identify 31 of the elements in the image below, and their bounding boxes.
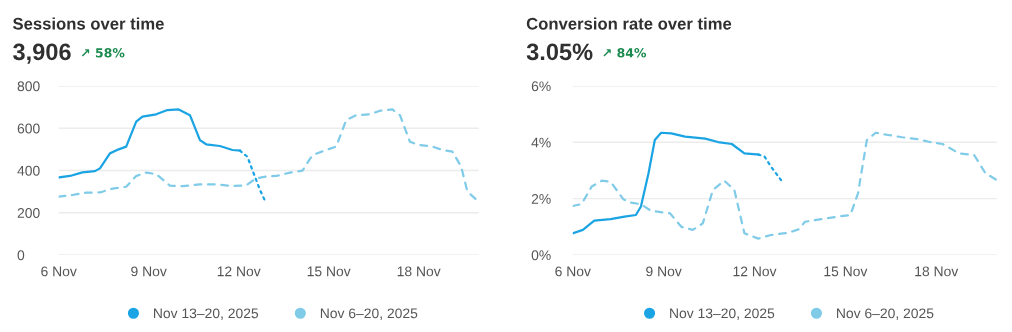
x-tick-label: 9 Nov: [131, 266, 167, 277]
x-tick-label: 12 Nov: [733, 266, 777, 277]
x-tick-label: 12 Nov: [217, 266, 261, 277]
line-series: [58, 108, 479, 203]
x-tick-label: 15 Nov: [824, 266, 868, 277]
x-tick-label: 6 Nov: [555, 266, 591, 277]
y-tick-label: 0%: [531, 250, 551, 261]
x-tick-label: 15 Nov: [307, 266, 351, 277]
y-tick-label: 0: [17, 250, 25, 261]
chart-subtitle: 3.05%: [526, 43, 593, 61]
line-series: [572, 131, 997, 240]
y-tick-label: 600: [17, 123, 40, 134]
x-tick-label: 18 Nov: [397, 266, 441, 277]
y-tick-label: 200: [17, 208, 40, 218]
x-tick-label: 18 Nov: [915, 266, 959, 277]
text: ↗ 58%: [81, 48, 125, 58]
legend-label: Nov 13–20, 2025: [154, 308, 259, 320]
text: ↗ 84%: [603, 48, 647, 58]
y-tick-label: 400: [17, 165, 40, 176]
legend-label: Nov 13–20, 2025: [670, 308, 775, 320]
x-tick-label: 6 Nov: [41, 266, 77, 277]
y-tick-label: 2%: [531, 193, 551, 204]
x-tick-label: 9 Nov: [646, 266, 682, 277]
y-tick-label: 4%: [531, 137, 551, 148]
legend-label: Nov 6–20, 2025: [837, 308, 934, 320]
y-tick-label: 800: [17, 81, 40, 92]
y-tick-label: 6%: [531, 81, 551, 92]
chart-title: Conversion rate over time: [526, 17, 732, 30]
chart-subtitle: 3,906: [13, 43, 71, 64]
legend-label: Nov 6–20, 2025: [320, 308, 418, 320]
chart-title: Sessions over time: [12, 17, 164, 30]
